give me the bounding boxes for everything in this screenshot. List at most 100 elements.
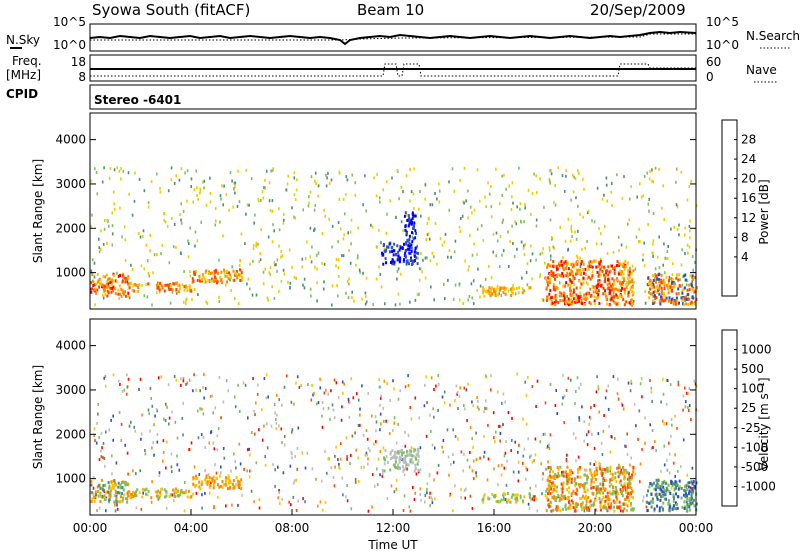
cluster-point	[94, 283, 96, 287]
cluster-point	[132, 490, 134, 494]
cluster-point	[651, 285, 654, 289]
scatter-point	[668, 441, 670, 445]
scatter-point	[165, 506, 168, 510]
scatter-point	[362, 271, 364, 275]
scatter-point	[192, 200, 194, 204]
scatter-point	[523, 253, 526, 257]
cluster-point	[615, 495, 618, 499]
nave-label: Nave	[746, 63, 777, 77]
scatter-point	[561, 402, 564, 406]
cluster-point	[675, 507, 678, 511]
cluster-point	[650, 505, 653, 509]
cluster-point	[631, 278, 634, 282]
cluster-point	[209, 271, 212, 275]
cluster-point	[391, 258, 394, 262]
scatter-point	[173, 181, 176, 185]
cluster-point	[627, 290, 630, 294]
cluster-point	[570, 298, 573, 302]
scatter-point	[551, 237, 553, 241]
cluster-point	[684, 495, 687, 499]
scatter-point	[654, 267, 657, 271]
cluster-point	[131, 492, 133, 496]
scatter-point	[403, 473, 406, 477]
cluster-point	[177, 290, 180, 294]
scatter-point	[569, 507, 571, 510]
cluster-point	[561, 473, 564, 477]
scatter-point	[644, 416, 646, 420]
scatter-point	[327, 457, 330, 461]
cluster-point	[489, 294, 492, 298]
cluster-point	[585, 494, 587, 498]
cluster-point	[546, 265, 549, 269]
colorbar-tick-label: 12	[741, 211, 756, 225]
cpid-label: CPID	[6, 87, 38, 101]
scatter-point	[661, 206, 663, 210]
cluster-point	[410, 256, 412, 260]
scatter-point	[535, 258, 537, 262]
scatter-point	[582, 215, 584, 219]
scatter-point	[347, 231, 349, 235]
cluster-point	[403, 214, 406, 218]
cluster-point	[672, 482, 674, 486]
y-tick-label: 3000	[55, 177, 86, 191]
cluster-point	[146, 493, 149, 497]
scatter-point	[677, 469, 679, 473]
scatter-point	[278, 491, 280, 495]
scatter-point	[367, 462, 369, 466]
scatter-point	[220, 416, 222, 420]
cluster-point	[624, 469, 627, 472]
scatter-point	[192, 492, 194, 496]
scatter-point	[185, 297, 188, 301]
cluster-point	[96, 272, 99, 276]
scatter-point	[186, 199, 188, 203]
scatter-point	[416, 293, 419, 297]
scatter-point	[606, 252, 609, 255]
cluster-point	[547, 466, 550, 470]
scatter-point	[511, 195, 513, 199]
scatter-point	[140, 264, 143, 268]
cluster-point	[408, 449, 411, 453]
scatter-point	[496, 390, 499, 394]
cluster-point	[686, 279, 689, 283]
scatter-point	[270, 169, 272, 173]
scatter-point	[674, 414, 676, 418]
cluster-point	[566, 488, 568, 492]
cluster-point	[585, 506, 588, 510]
scatter-point	[694, 260, 696, 264]
cluster-point	[410, 218, 413, 222]
scatter-point	[331, 224, 334, 228]
scatter-point	[542, 432, 545, 436]
scatter-point	[292, 495, 295, 499]
cluster-point	[401, 451, 403, 455]
scatter-point	[367, 457, 369, 461]
cluster-point	[582, 276, 585, 280]
cluster-point	[545, 509, 548, 513]
scatter-point	[321, 479, 323, 483]
scatter-point	[195, 169, 198, 173]
scatter-point	[460, 496, 462, 499]
scatter-point	[691, 466, 694, 470]
cluster-point	[207, 279, 210, 282]
scatter-point	[190, 185, 192, 189]
scatter-point	[155, 408, 158, 412]
scatter-point	[196, 409, 199, 413]
scatter-point	[578, 386, 580, 390]
scatter-point	[272, 223, 274, 227]
scatter-point	[567, 274, 569, 278]
scatter-point	[663, 444, 665, 448]
scatter-point	[654, 279, 656, 283]
cluster-point	[103, 284, 106, 288]
cluster-point	[407, 244, 410, 248]
scatter-point	[504, 498, 507, 501]
cluster-point	[597, 279, 600, 283]
cluster-point	[208, 476, 211, 480]
cluster-point	[409, 252, 412, 255]
scatter-point	[459, 386, 461, 390]
cluster-point	[623, 507, 626, 511]
cluster-point	[91, 279, 94, 283]
scatter-point	[540, 462, 542, 466]
cluster-point	[632, 508, 635, 512]
scatter-point	[662, 184, 665, 188]
